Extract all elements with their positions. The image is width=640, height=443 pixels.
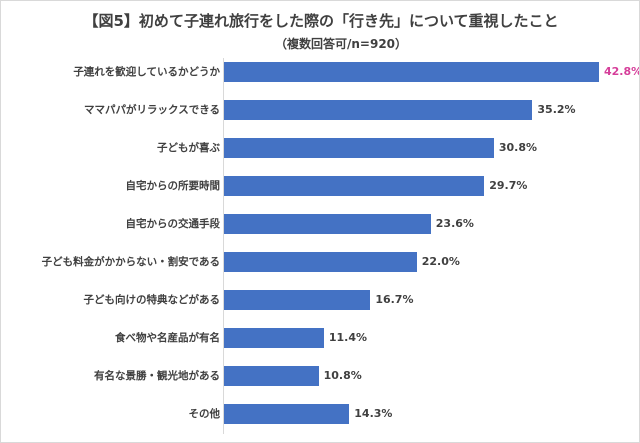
value-label: 11.4% xyxy=(328,331,368,344)
category-label: 子どもが喜ぶ xyxy=(157,142,220,154)
chart-title: 【図5】初めて子連れ旅行をした際の「行き先」について重視したこと xyxy=(83,12,559,30)
bar xyxy=(224,214,431,234)
bar xyxy=(224,100,533,120)
bar xyxy=(224,328,324,348)
bar xyxy=(224,252,417,272)
value-label: 35.2% xyxy=(537,103,576,116)
value-label: 30.8% xyxy=(498,141,538,154)
chart-subtitle: （複数回答可/n=920） xyxy=(274,37,408,51)
value-label: 23.6% xyxy=(435,217,474,230)
category-axis-line xyxy=(223,58,224,434)
category-label: 有名な景勝・観光地がある xyxy=(94,370,220,382)
category-label: ママパパがリラックスできる xyxy=(84,104,220,116)
value-label: 42.8% xyxy=(604,65,640,78)
bar xyxy=(224,290,371,310)
bar xyxy=(224,176,485,196)
category-label: 子ども向けの特典などがある xyxy=(83,294,221,306)
category-label: 子ども料金がかからない・割安である xyxy=(41,256,220,268)
value-label: 10.8% xyxy=(323,369,362,382)
bar xyxy=(224,366,319,386)
bar xyxy=(224,138,494,158)
category-label: 食べ物や名産品が有名 xyxy=(115,332,220,344)
category-label: 子連れを歓迎しているかどうか xyxy=(73,66,220,78)
value-label: 16.7% xyxy=(375,293,414,306)
bar xyxy=(224,62,599,82)
value-label: 22.0% xyxy=(421,255,460,268)
bar xyxy=(224,404,350,424)
category-label: その他 xyxy=(188,408,221,420)
value-label: 29.7% xyxy=(489,179,528,192)
category-label: 自宅からの所要時間 xyxy=(125,180,221,192)
category-label: 自宅からの交通手段 xyxy=(125,218,221,230)
value-label: 14.3% xyxy=(354,407,393,420)
